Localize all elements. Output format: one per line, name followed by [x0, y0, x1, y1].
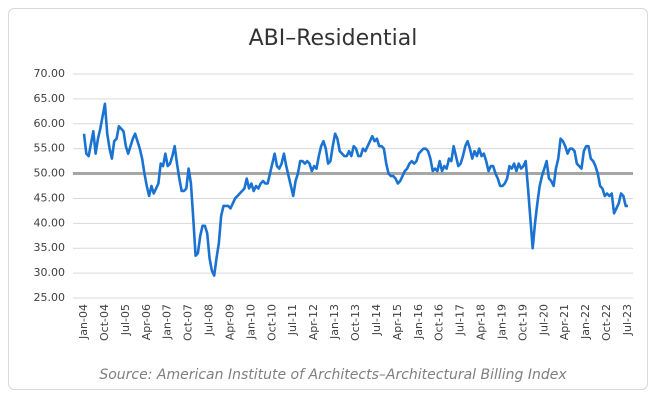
x-tick-label: Jul-11 [286, 304, 299, 336]
x-tick-label: Apr-15 [391, 304, 404, 340]
x-tick-label: Jan-04 [77, 304, 90, 340]
chart-card: ABI–Residential Source: American Institu… [8, 8, 648, 390]
data-line [82, 102, 628, 277]
x-tick-label: Jan-10 [244, 304, 257, 340]
x-tick-label: Oct-16 [433, 304, 446, 341]
x-tick-label: Jul-20 [537, 304, 550, 336]
x-tick-label: Jul-08 [203, 304, 216, 336]
y-tick-label: 65.00 [34, 92, 66, 105]
x-tick-label: Oct-13 [349, 304, 362, 341]
x-tick-label: Apr-12 [307, 304, 320, 340]
y-tick-label: 25.00 [34, 291, 66, 304]
x-tick-label: Oct-07 [182, 304, 195, 341]
x-tick-label: Apr-18 [475, 304, 488, 340]
x-tick-label: Apr-06 [140, 304, 153, 340]
x-tick-label: Oct-19 [516, 304, 529, 341]
y-tick-label: 30.00 [34, 266, 66, 279]
x-tick-label: Jan-13 [328, 304, 341, 340]
x-tick-label: Oct-10 [265, 304, 278, 341]
y-tick-label: 40.00 [34, 216, 66, 229]
y-tick-label: 60.00 [34, 117, 66, 130]
y-tick-label: 55.00 [34, 142, 66, 155]
x-tick-label: Jan-19 [495, 304, 508, 340]
x-tick-label: Jan-07 [161, 304, 174, 340]
chart-title: ABI–Residential [249, 26, 418, 51]
y-tick-label: 45.00 [34, 191, 66, 204]
chart: ABI–Residential Source: American Institu… [34, 26, 635, 383]
x-tick-label: Jul-17 [454, 304, 467, 336]
source-note: Source: American Institute of Architects… [99, 367, 567, 383]
x-tick-label: Jul-23 [621, 304, 634, 336]
x-tick-label: Oct-22 [600, 304, 613, 341]
x-tick-label: Jul-14 [370, 304, 383, 336]
y-tick-label: 70.00 [34, 67, 66, 80]
x-tick-label: Jan-16 [412, 304, 425, 340]
y-tick-label: 50.00 [34, 167, 66, 180]
x-tick-label: Oct-04 [98, 304, 111, 341]
x-tick-label: Jul-05 [119, 304, 132, 336]
x-tick-label: Apr-21 [558, 304, 571, 340]
x-tick-label: Apr-09 [223, 304, 236, 340]
x-tick-label: Jan-22 [579, 304, 592, 340]
y-tick-label: 35.00 [34, 241, 66, 254]
